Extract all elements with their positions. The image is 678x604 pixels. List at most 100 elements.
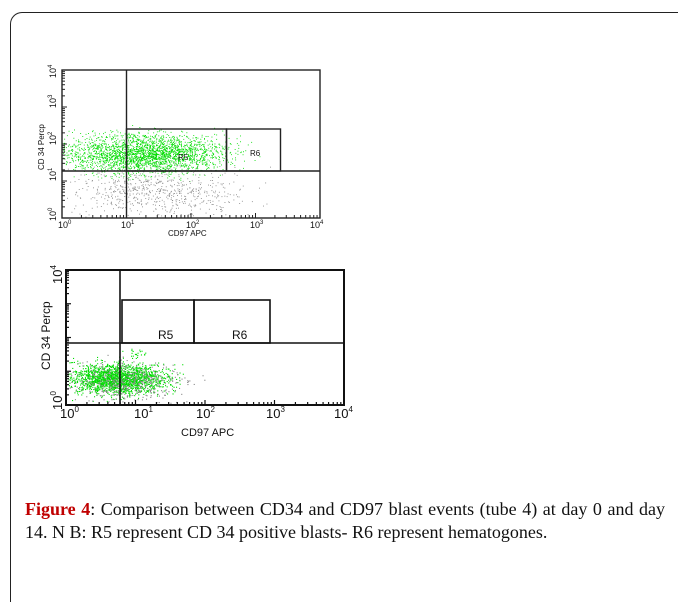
scatter-point <box>91 146 93 148</box>
scatter-point <box>132 382 134 384</box>
scatter-point <box>138 159 140 161</box>
scatter-point <box>93 384 95 386</box>
scatter-point <box>221 184 223 186</box>
scatter-point <box>93 383 95 385</box>
scatter-point <box>79 197 81 199</box>
scatter-point <box>163 380 165 382</box>
scatter-point <box>228 201 230 203</box>
scatter-point <box>159 150 161 152</box>
scatter-point <box>123 371 125 373</box>
scatter-point <box>78 139 79 141</box>
scatter-point <box>115 161 117 163</box>
scatter-point <box>146 156 148 157</box>
scatter-point <box>176 139 178 141</box>
scatter-point <box>130 385 132 387</box>
scatter-point <box>149 154 150 156</box>
scatter-point <box>138 165 140 167</box>
scatter-point <box>149 150 151 151</box>
scatter-point <box>115 156 117 157</box>
scatter-point <box>199 162 201 163</box>
scatter-point <box>194 140 196 142</box>
scatter-point <box>127 214 129 216</box>
scatter-point <box>118 375 120 377</box>
scatter-point <box>103 368 105 370</box>
scatter-point <box>137 161 139 163</box>
scatter-point <box>162 162 164 164</box>
scatter-point <box>161 139 163 141</box>
scatter-point <box>219 166 221 167</box>
scatter-point <box>109 388 111 390</box>
scatter-point <box>155 142 157 144</box>
scatter-point <box>173 390 175 392</box>
scatter-point <box>72 132 73 133</box>
scatter-point <box>146 159 148 161</box>
scatter-point <box>151 140 153 142</box>
scatter-point <box>130 151 132 153</box>
scatter-point <box>161 176 163 177</box>
scatter-point <box>152 159 154 161</box>
scatter-point <box>81 376 83 378</box>
scatter-point <box>79 153 81 155</box>
scatter-point <box>135 151 137 153</box>
scatter-point <box>139 163 141 165</box>
scatter-point <box>111 150 113 152</box>
scatter-point <box>185 149 187 151</box>
scatter-point <box>155 151 156 153</box>
scatter-point <box>107 152 109 154</box>
scatter-point <box>74 380 76 382</box>
scatter-point <box>109 158 111 159</box>
scatter-point <box>184 165 186 167</box>
scatter-point <box>247 144 249 146</box>
scatter-point <box>107 389 109 391</box>
scatter-point <box>218 144 220 145</box>
scatter-point <box>158 158 160 160</box>
scatter-point <box>188 166 189 168</box>
scatter-point <box>88 386 90 388</box>
scatter-point <box>112 376 114 378</box>
scatter-point <box>89 143 91 145</box>
scatter-point <box>123 152 125 154</box>
scatter-point <box>82 204 84 206</box>
scatter-point <box>185 163 187 165</box>
scatter-point <box>172 157 174 159</box>
scatter-point <box>164 155 166 156</box>
scatter-point <box>203 157 205 159</box>
scatter-point <box>114 159 115 160</box>
scatter-point <box>124 182 126 184</box>
scatter-point <box>151 155 153 157</box>
scatter-point <box>136 387 138 389</box>
scatter-point <box>86 365 88 367</box>
scatter-point <box>157 164 159 166</box>
scatter-point <box>155 157 157 159</box>
scatter-point <box>75 140 77 142</box>
scatter-point <box>143 187 145 189</box>
scatter-point <box>151 163 153 165</box>
scatter-point <box>154 370 156 372</box>
scatter-point <box>150 162 151 164</box>
scatter-point <box>149 141 151 143</box>
scatter-point <box>114 150 115 152</box>
scatter-point <box>99 161 101 163</box>
scatter-point <box>137 149 139 151</box>
scatter-point <box>104 187 106 189</box>
scatter-point <box>93 143 95 145</box>
scatter-point <box>97 193 99 195</box>
scatter-point <box>213 214 215 215</box>
scatter-point <box>182 160 184 161</box>
scatter-point <box>153 165 155 167</box>
scatter-point <box>165 169 167 170</box>
scatter-point <box>159 166 161 168</box>
scatter-point <box>103 377 105 379</box>
scatter-point <box>197 168 199 170</box>
scatter-point <box>108 164 110 166</box>
scatter-point <box>150 145 151 147</box>
scatter-point <box>138 188 140 189</box>
scatter-point <box>218 155 220 157</box>
scatter-point <box>211 141 213 143</box>
scatter-point <box>136 367 138 369</box>
scatter-point <box>86 165 88 167</box>
scatter-point <box>117 146 119 147</box>
scatter-point <box>171 150 173 151</box>
scatter-point <box>142 159 144 161</box>
scatter-point <box>196 150 198 151</box>
